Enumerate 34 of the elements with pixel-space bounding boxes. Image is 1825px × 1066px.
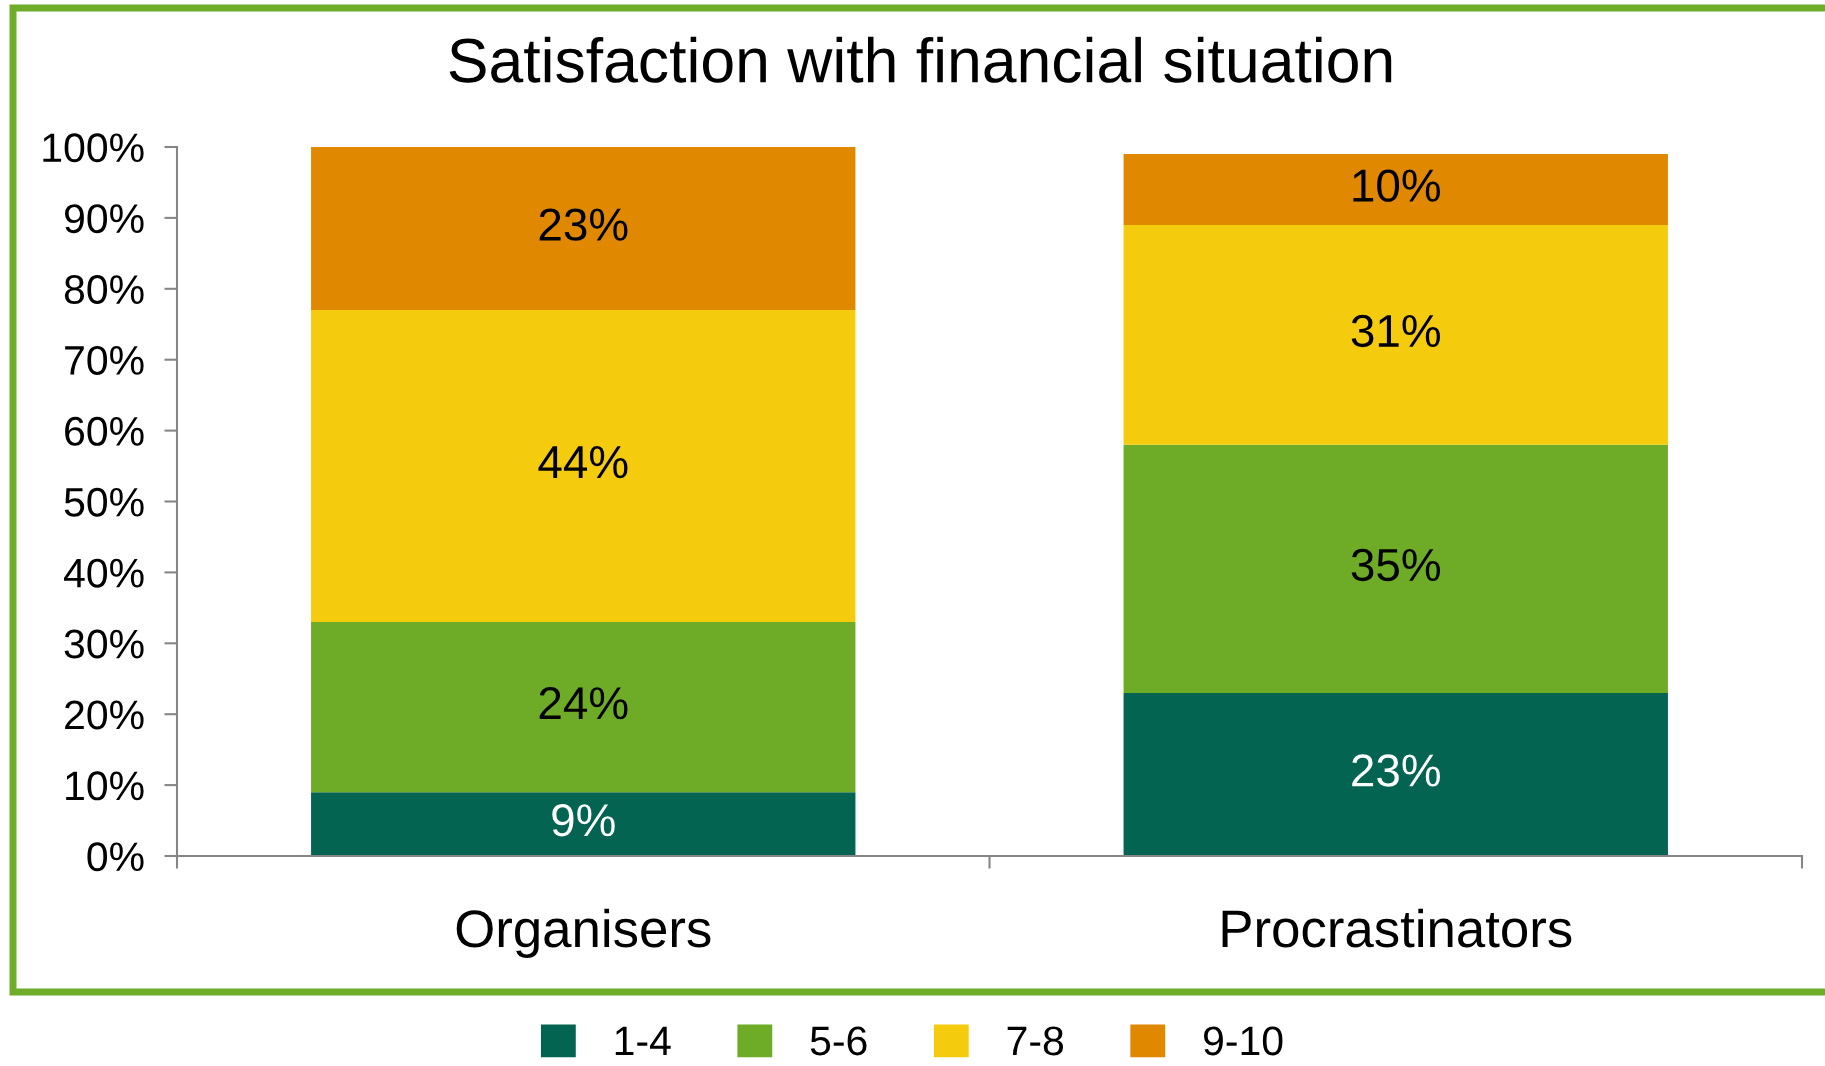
- y-tick-label: 50%: [64, 487, 144, 517]
- bar: [1123, 692, 1668, 856]
- legend-label: 5-6: [810, 1026, 867, 1056]
- y-tick-label: 70%: [65, 345, 144, 375]
- data-label: 10%: [1353, 169, 1440, 202]
- data-label: 31%: [1351, 314, 1440, 348]
- bar: [1123, 444, 1668, 693]
- data-label: 44%: [538, 446, 628, 479]
- y-tick-label: 30%: [64, 629, 144, 659]
- data-label: 24%: [539, 686, 628, 720]
- y-tick-label: 10%: [66, 771, 144, 801]
- y-tick-label: 20%: [65, 700, 144, 730]
- y-tick-label: 100%: [43, 133, 144, 163]
- y-tick-label: 80%: [64, 275, 144, 305]
- bar: [311, 792, 856, 856]
- legend-label: 1-4: [615, 1026, 671, 1056]
- y-tick-label: 60%: [65, 416, 144, 446]
- data-label: 35%: [1351, 548, 1440, 582]
- legend-label: 7-8: [1007, 1026, 1064, 1056]
- bar: [1123, 154, 1668, 225]
- y-tick-label: 90%: [64, 204, 144, 234]
- bar: [311, 622, 856, 793]
- x-tick-label: Organisers: [456, 908, 711, 958]
- bar: [1123, 224, 1668, 445]
- legend-label: 9-10: [1203, 1026, 1283, 1056]
- y-tick-label: 0%: [87, 842, 144, 872]
- bar: [311, 147, 856, 311]
- data-label: 9%: [552, 803, 615, 837]
- bar: [311, 310, 856, 623]
- chart-title: Satisfaction with financial situation: [449, 36, 1392, 83]
- x-tick-label: Procrastinators: [1222, 908, 1572, 948]
- data-label: 23%: [539, 208, 628, 241]
- y-tick-label: 40%: [63, 558, 144, 588]
- data-label: 23%: [1352, 754, 1440, 787]
